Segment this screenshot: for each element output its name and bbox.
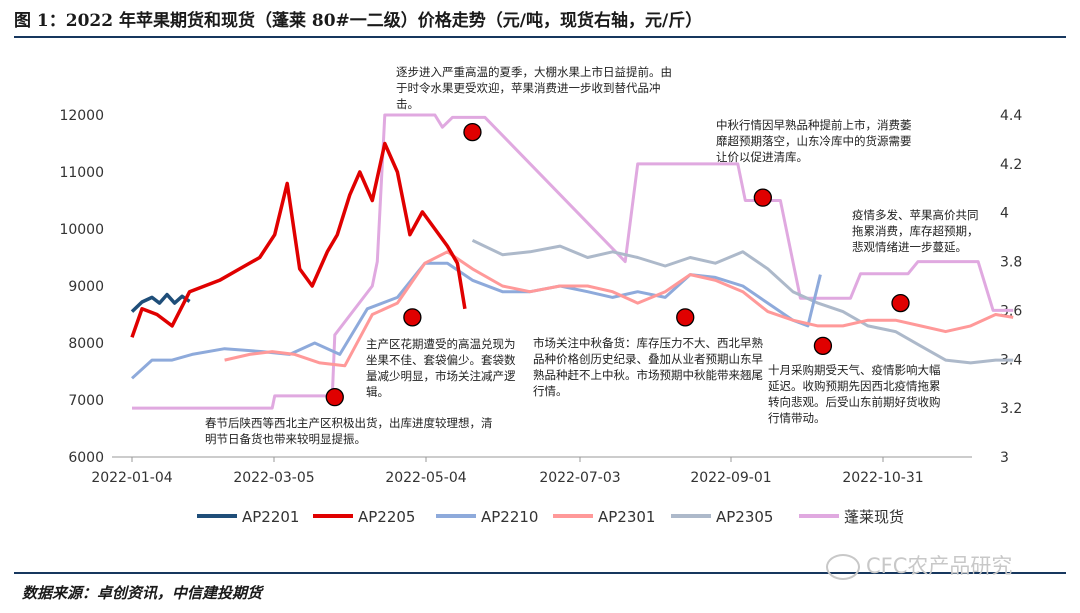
y-left-tick-label: 12000 (59, 108, 104, 124)
x-tick-label: 2022-01-04 (91, 470, 172, 486)
event-marker-2 (403, 308, 422, 327)
y-left-tick-label: 10000 (59, 222, 104, 238)
event-marker-6 (813, 336, 833, 356)
watermark: CFC农产品研究 (826, 550, 1012, 580)
legend-label-AP2210: AP2210 (481, 508, 538, 526)
event-marker-7 (891, 293, 910, 313)
x-tick-label: 2022-07-03 (539, 470, 620, 486)
annotation-epidemic: 疫情多发、苹果高价共同拖累消费，库存超预期，悲观情绪进一步蔓延。 (852, 208, 979, 254)
annotation-midautumn-prep: 市场关注中秋备货：库存压力不大、西北早熟品种价格创历史纪录、叠加从业者预期山东早… (533, 336, 763, 398)
legend-label-AP2205: AP2205 (358, 508, 415, 526)
y-right-tick-label: 3.8 (1000, 255, 1022, 271)
y-right-tick-label: 3 (1000, 450, 1009, 466)
data-source: 数据来源：卓创资讯，中信建投期货 (22, 584, 263, 602)
legend-label-AP2201: AP2201 (242, 508, 299, 526)
y-left-tick-label: 9000 (68, 279, 104, 295)
annotation-spring: 春节后陕西等西北主产区积极出货，出库进度较理想，清明节日备货也带来较明显提振。 (205, 416, 493, 446)
x-tick-label: 2022-10-31 (842, 470, 923, 486)
legend-label-AP2305: AP2305 (716, 508, 773, 526)
wechat-icon (826, 554, 860, 580)
footer-rule (14, 572, 1066, 574)
event-marker-5 (753, 188, 772, 207)
chart-title: 图 1：2022 年苹果期货和现货（蓬莱 80#一二级）价格走势（元/吨，现货右… (14, 11, 703, 31)
y-right-tick-label: 4.2 (1000, 157, 1022, 173)
y-right-tick-label: 4.4 (1000, 108, 1022, 124)
series-line-AP2201 (130, 292, 191, 313)
y-right-tick-label: 3.2 (1000, 401, 1022, 417)
series-line-AP2301 (224, 250, 1014, 368)
legend-label-AP2301: AP2301 (598, 508, 655, 526)
series-line-蓬莱现货 (132, 113, 1014, 410)
annotation-midautumn-result: 中秋行情因早熟品种提前上市，消费萎靡超预期落空，山东冷库中的货源需要让价以促进清… (716, 118, 912, 164)
x-tick-label: 2022-03-05 (233, 470, 314, 486)
event-marker-1 (325, 387, 344, 407)
series-line-AP2305 (471, 239, 1014, 365)
y-left-tick-label: 8000 (68, 336, 104, 352)
annotation-summer: 逐步进入严重高温的夏季，大棚水果上市日益提前。由于时令水果更受欢迎，苹果消费进一… (396, 65, 672, 111)
x-tick-label: 2022-09-01 (690, 470, 771, 486)
y-left-tick-label: 11000 (59, 165, 104, 181)
series-line-AP2210 (130, 261, 822, 380)
legend-label-蓬莱现货: 蓬莱现货 (844, 508, 904, 526)
series-line-AP2205 (130, 141, 467, 338)
x-tick-label: 2022-05-04 (385, 470, 466, 486)
y-left-tick-label: 7000 (68, 393, 104, 409)
annotation-october: 十月采购期受天气、疫情影响大幅延迟。收购预期先因西北疫情拖累转向悲观。后受山东前… (768, 363, 941, 425)
title-rule (14, 36, 1066, 38)
annotation-blossom: 主产区花期遭受的高温兑现为坐果不佳、套袋偏少。套袋数量减少明显，市场关注减产逻辑… (366, 337, 516, 399)
event-marker-4 (676, 308, 695, 327)
y-left-tick-label: 6000 (68, 450, 104, 466)
event-marker-3 (463, 122, 482, 142)
y-right-tick-label: 4 (1000, 206, 1009, 222)
